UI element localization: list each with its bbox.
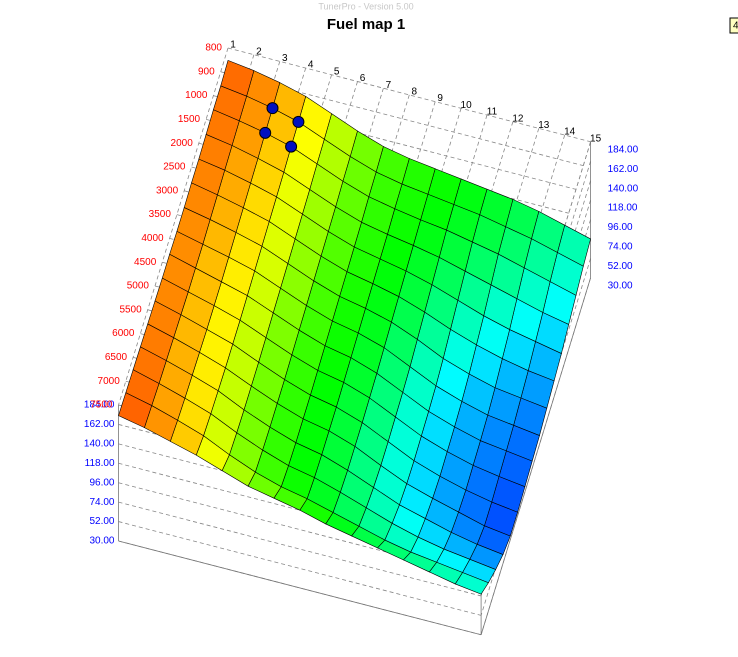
chart-title: Fuel map 1 [327,16,405,33]
z-tick-label: 184.00 [84,400,115,411]
z-tick-label: 118.00 [85,458,115,469]
app-title: TunerPro - Version 5.00 [318,1,413,11]
x-tick-label: 9 [437,93,443,104]
x-tick-label: 14 [564,127,576,138]
selection-handle [292,115,305,128]
selection-handle [266,102,279,115]
x-tick-label: 5 [334,66,340,77]
box-edge [480,277,591,635]
z-tick-label: 74.00 [89,497,114,508]
selection-handle [285,140,298,153]
x-tick-label: 3 [282,53,288,64]
plane-grid [118,47,229,406]
x-tick-label: 2 [256,46,262,57]
y-tick-label: 5000 [127,281,150,292]
selection-handle [259,126,272,139]
y-tick-label: 900 [198,66,215,77]
badge-box [729,17,738,34]
z-tick-label: 118.00 [608,203,638,214]
y-tick-label: 2000 [171,138,194,149]
z-tick-label: 30.00 [608,280,633,291]
x-tick-label: 6 [360,73,366,84]
y-tick-label: 4000 [141,233,164,244]
z-tick-label: 140.00 [608,183,639,194]
y-tick-label: 4500 [134,257,157,268]
z-tick-label: 30.00 [89,536,114,547]
y-tick-label: 6000 [112,328,135,339]
z-tick-label: 96.00 [608,222,633,233]
z-tick-label: 140.00 [84,438,115,449]
x-tick-label: 8 [412,87,418,98]
z-tick-label: 74.00 [608,242,633,253]
y-tick-label: 7000 [98,376,121,387]
y-tick-label: 6500 [105,352,128,363]
x-tick-label: 7 [386,80,392,91]
y-tick-label: 1500 [178,114,201,125]
x-tick-label: 11 [487,107,498,118]
y-tick-label: 3000 [156,185,179,196]
surface-cell [118,392,153,429]
y-tick-label: 3500 [149,209,172,220]
x-tick-label: 10 [461,100,473,111]
y-tick-label: 1000 [185,90,208,101]
z-tick-label: 52.00 [89,516,114,527]
x-tick-label: 13 [538,120,550,131]
z-tick-label: 162.00 [608,164,639,175]
y-tick-label: 7500 [90,400,113,411]
z-tick-label: 96.00 [89,477,114,488]
z-tick-label: 52.00 [608,261,633,272]
y-tick-label: 2500 [163,162,186,173]
x-tick-label: 4 [308,60,314,71]
x-tick-label: 1 [230,40,236,51]
x-tick-label: 12 [512,113,524,124]
x-tick-label: 15 [590,133,602,144]
z-tick-label: 184.00 [608,144,639,155]
y-tick-label: 800 [205,43,222,54]
z-tick-label: 162.00 [84,419,115,430]
box-edge [118,540,482,636]
corner-badge: 4 [733,21,738,32]
y-tick-label: 5500 [119,304,142,315]
